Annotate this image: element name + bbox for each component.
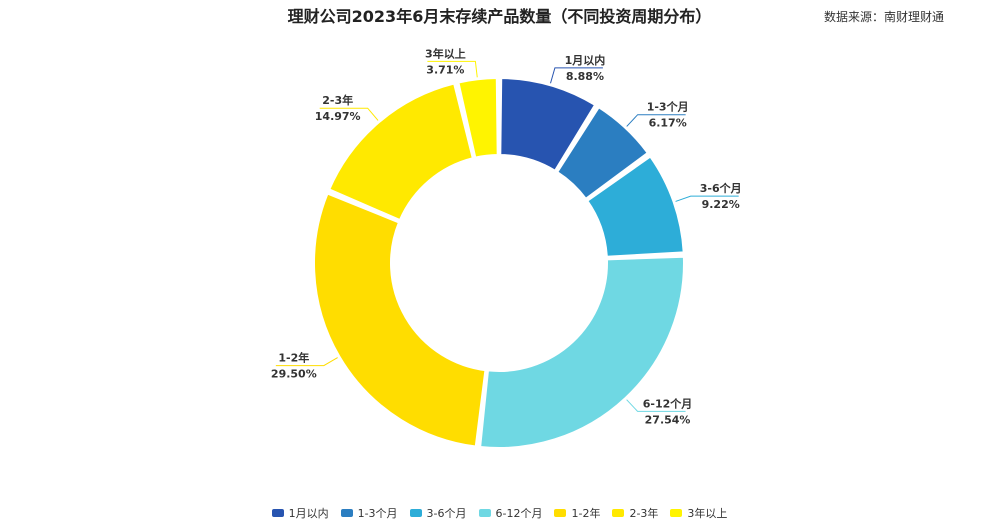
donut-slice[interactable]: [327, 82, 475, 222]
slice-category-label: 1月以内: [565, 53, 606, 67]
data-source-note: 数据来源：南财理财通: [823, 10, 944, 24]
legend-label: 6-12个月: [495, 507, 543, 520]
legend-swatch: [554, 509, 567, 517]
slice-category-label: 2-3年: [322, 93, 353, 107]
legend-item[interactable]: 1-2年: [554, 505, 600, 521]
leader-line: [427, 60, 478, 78]
legend-label: 1月以内: [288, 507, 329, 520]
leader-line: [626, 114, 686, 127]
slice-labels: 1月以内 8.88% 1-3个月 6.17% 3-6个月 9.22% 6-12个月 27.54…: [271, 46, 742, 426]
legend-swatch: [340, 509, 353, 517]
legend-item[interactable]: 2-3年: [612, 505, 658, 521]
legend-item[interactable]: 3年以上: [670, 505, 727, 521]
legend-item[interactable]: 1-3个月: [340, 505, 398, 521]
slice-category-label: 1-2年: [278, 351, 309, 365]
slice-percent-label: 29.50%: [271, 368, 317, 381]
leader-line: [550, 67, 603, 84]
slice-category-label: 3年以上: [425, 46, 466, 60]
slice-percent-label: 6.17%: [649, 117, 687, 130]
donut-slice[interactable]: [585, 155, 685, 258]
legend-label: 1-2年: [571, 507, 601, 520]
legend-item[interactable]: 3-6个月: [409, 505, 467, 521]
leader-line: [319, 107, 379, 121]
donut-slice[interactable]: [479, 255, 685, 449]
slice-percent-label: 9.22%: [702, 198, 740, 211]
slice-percent-label: 3.71%: [426, 63, 464, 76]
legend-label: 2-3年: [629, 507, 659, 520]
slice-percent-label: 27.54%: [645, 413, 691, 426]
legend-swatch: [409, 509, 422, 517]
donut-slice[interactable]: [457, 76, 499, 159]
leader-line: [626, 399, 686, 412]
legend-swatch: [670, 509, 683, 517]
donut-slice[interactable]: [499, 76, 597, 173]
leader-line: [675, 195, 739, 202]
slice-category-label: 6-12个月: [643, 396, 693, 410]
donut-slice[interactable]: [313, 192, 487, 448]
legend-label: 3年以上: [687, 507, 728, 520]
legend-swatch: [478, 509, 491, 517]
legend-label: 1-3个月: [357, 507, 398, 520]
slice-category-label: 1-3个月: [647, 100, 689, 114]
legend-swatch: [612, 509, 625, 517]
legend-label: 3-6个月: [426, 507, 467, 520]
legend-item[interactable]: 1月以内: [271, 505, 329, 521]
chart-legend: 1月以内 1-3个月 3-6个月 6-12个月 1-2年 2-3年 3年以上: [0, 505, 999, 521]
leader-line: [275, 357, 338, 367]
chart-title: 理财公司2023年6月末存续产品数量（不同投资周期分布）: [287, 7, 712, 26]
donut-slice[interactable]: [555, 105, 650, 201]
donut-slices: [313, 76, 685, 449]
slice-percent-label: 8.88%: [566, 70, 604, 83]
slice-percent-label: 14.97%: [315, 110, 361, 123]
slice-category-label: 3-6个月: [700, 181, 742, 195]
legend-item[interactable]: 6-12个月: [478, 505, 543, 521]
legend-swatch: [271, 509, 284, 517]
